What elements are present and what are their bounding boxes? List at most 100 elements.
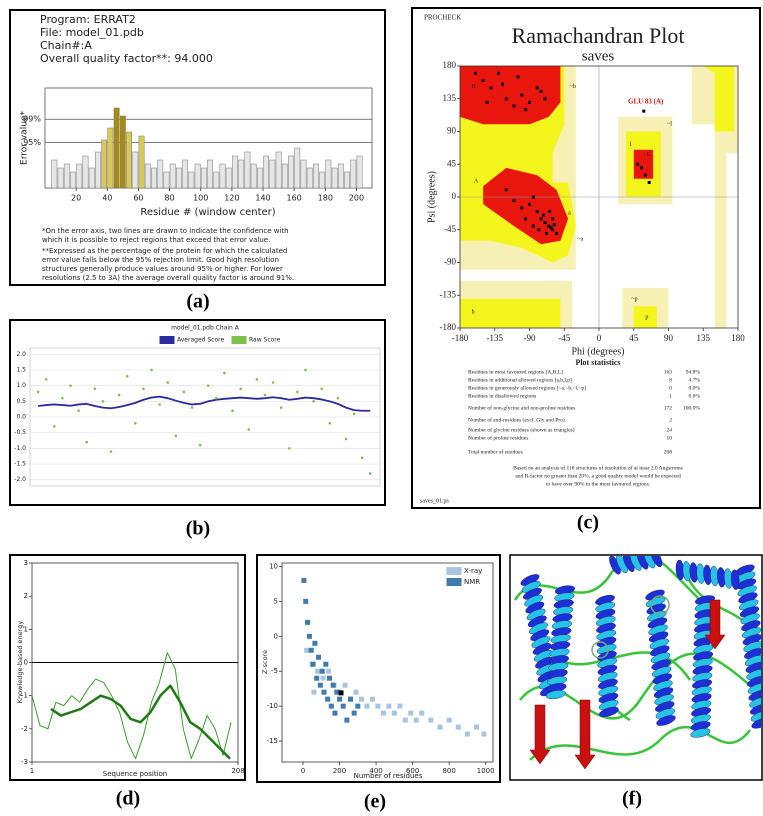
data-point xyxy=(520,93,524,97)
statistics-cell: Total number of residues xyxy=(468,448,523,455)
x-tick-label: 600 xyxy=(406,767,419,775)
data-line xyxy=(31,652,232,760)
data-point xyxy=(413,717,419,723)
panel-label: (b) xyxy=(186,518,210,540)
bar xyxy=(82,155,89,189)
data-point xyxy=(190,406,194,409)
allowed-region xyxy=(460,298,561,328)
bar xyxy=(200,167,207,189)
statistics-cell: Residues in disallowed regions xyxy=(468,393,536,399)
bar xyxy=(344,171,350,189)
data-point xyxy=(321,689,327,695)
x-tick-label: 90 xyxy=(664,333,674,343)
bar xyxy=(163,171,170,189)
region-label: a xyxy=(568,210,571,216)
region-label: ~l xyxy=(667,122,672,128)
bar xyxy=(325,159,332,189)
data-point xyxy=(125,374,129,378)
data-point xyxy=(543,97,547,101)
y-tick-label: 0 xyxy=(452,191,457,201)
x-axis-label: Phi (degrees) xyxy=(571,346,624,357)
allowed-region xyxy=(633,306,657,328)
statistics-cell: Residues in most favoured regions [A,B,L… xyxy=(468,368,563,375)
data-point xyxy=(548,210,552,214)
y-tick-label: 90 xyxy=(447,126,457,136)
data-point xyxy=(535,210,539,214)
bar xyxy=(213,171,220,189)
x-tick-label: 180 xyxy=(318,194,333,203)
bar xyxy=(356,155,363,189)
data-point xyxy=(85,440,89,444)
data-point xyxy=(61,396,64,400)
statistics-note: to have over 90% in the most favoured re… xyxy=(546,480,651,487)
statistics-cell: Residues in additional allowed regions [… xyxy=(468,377,572,383)
data-point xyxy=(419,710,425,716)
statistics-cell: 0 xyxy=(669,385,672,391)
data-point xyxy=(303,598,309,604)
y-axis-label: Psi (degrees) xyxy=(426,171,437,223)
data-point xyxy=(549,226,553,230)
region-label: ~p xyxy=(631,296,637,302)
data-point xyxy=(485,100,489,104)
data-point xyxy=(344,437,348,441)
data-point xyxy=(642,109,646,113)
y-tick-label: 2.0 xyxy=(16,351,26,358)
data-point xyxy=(109,450,113,453)
allowed-region xyxy=(460,66,561,125)
data-point xyxy=(326,668,332,674)
data-point xyxy=(206,384,210,387)
data-point xyxy=(464,731,470,737)
bar xyxy=(250,163,257,189)
region-label: ~b xyxy=(570,84,576,90)
statistics-cell: 8 xyxy=(669,377,672,383)
data-point xyxy=(386,703,392,709)
plot-frame xyxy=(29,347,381,487)
data-point xyxy=(310,661,316,667)
data-point xyxy=(512,199,516,203)
data-point xyxy=(325,696,331,702)
bar xyxy=(144,163,151,189)
data-point xyxy=(53,425,56,428)
data-point xyxy=(239,387,242,391)
data-point xyxy=(336,396,340,400)
legend-swatch xyxy=(159,336,175,344)
bar xyxy=(51,159,58,189)
y-tick-label: 1.0 xyxy=(16,382,26,389)
x-tick-label: 800 xyxy=(442,767,455,775)
legend-swatch xyxy=(446,578,462,586)
panel-label: (c) xyxy=(577,512,599,534)
data-point xyxy=(539,217,543,221)
y-tick-label: -1.0 xyxy=(14,445,26,452)
data-point xyxy=(320,387,323,391)
data-point xyxy=(551,228,555,232)
data-point xyxy=(134,421,137,425)
x-tick-label: 0 xyxy=(597,333,602,343)
x-tick-label: 80 xyxy=(164,194,174,203)
data-point xyxy=(301,577,307,583)
beta-strand xyxy=(704,599,726,650)
beta-strand xyxy=(574,699,596,770)
data-point xyxy=(319,668,325,674)
bar xyxy=(188,171,195,189)
bar xyxy=(238,159,245,189)
statistics-cell: 10 xyxy=(667,435,673,441)
note-line: *On the error axis, two lines are drawn … xyxy=(42,227,289,235)
bar xyxy=(101,139,108,189)
panel-label: (a) xyxy=(186,291,209,313)
data-point xyxy=(474,724,480,730)
data-point xyxy=(328,703,334,709)
y-tick-label: 45 xyxy=(447,158,457,168)
data-point xyxy=(326,675,332,681)
data-point xyxy=(355,703,361,709)
region-label: p xyxy=(645,314,648,320)
loop xyxy=(513,556,701,601)
x-tick-label: -135 xyxy=(487,333,504,343)
bar xyxy=(306,167,313,189)
data-point xyxy=(174,434,178,438)
data-point xyxy=(312,400,315,403)
data-point xyxy=(358,696,364,702)
data-point xyxy=(547,224,551,228)
helix-turn xyxy=(750,710,761,722)
y-tick-label: -2.0 xyxy=(14,476,26,483)
